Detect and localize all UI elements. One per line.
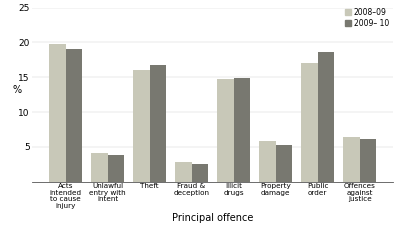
Bar bbox=[91, 153, 108, 182]
Bar bbox=[66, 49, 82, 182]
Bar bbox=[150, 65, 166, 182]
Bar bbox=[133, 70, 150, 182]
Bar bbox=[318, 52, 334, 182]
Bar bbox=[276, 145, 293, 182]
X-axis label: Principal offence: Principal offence bbox=[172, 213, 253, 223]
Bar bbox=[233, 78, 251, 182]
Bar bbox=[217, 79, 233, 182]
Bar bbox=[343, 136, 360, 182]
Y-axis label: %: % bbox=[12, 85, 21, 95]
Bar bbox=[175, 162, 192, 182]
Bar bbox=[108, 155, 124, 182]
Legend: 2008–09, 2009– 10: 2008–09, 2009– 10 bbox=[345, 8, 389, 28]
Bar bbox=[360, 139, 376, 182]
Bar bbox=[192, 164, 208, 182]
Bar bbox=[259, 141, 276, 182]
Bar bbox=[301, 63, 318, 182]
Bar bbox=[49, 44, 66, 182]
